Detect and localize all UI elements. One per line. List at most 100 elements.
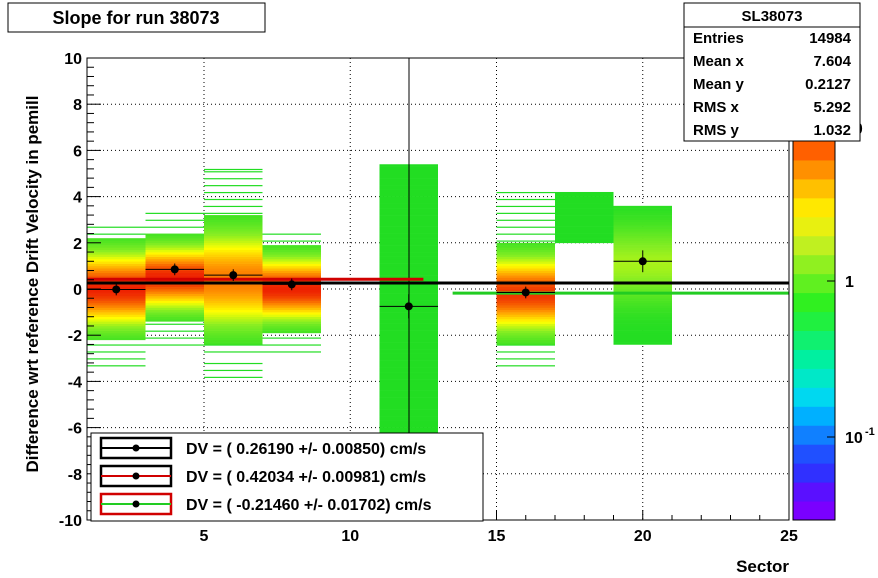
heatmap-cell (262, 254, 321, 257)
heatmap-cell (262, 245, 321, 248)
heatmap-cell (262, 293, 321, 297)
heatmap-cell (496, 337, 555, 341)
heatmap-cell (204, 342, 263, 345)
heatmap-cell (87, 323, 146, 327)
heatmap-cell (87, 240, 146, 244)
heatmap-cell (145, 330, 204, 332)
heatmap-cell (204, 265, 263, 269)
data-point (404, 302, 413, 311)
palette-band (793, 406, 835, 426)
heatmap-cell (555, 222, 614, 225)
y-tick-label: 10 (64, 51, 82, 68)
x-tick-label: 20 (634, 528, 652, 545)
heatmap-cell (204, 205, 263, 208)
heatmap-cell (262, 272, 321, 276)
heatmap-cell (496, 275, 555, 278)
heatmap-cell (496, 319, 555, 322)
heatmap-cell (204, 307, 263, 311)
z-tick-exponent: -1 (865, 426, 875, 438)
stats-label: Mean x (693, 53, 745, 70)
legend-swatch-marker (132, 500, 140, 508)
x-tick-label: 15 (488, 528, 506, 545)
heatmap-cell (87, 358, 146, 360)
heatmap-cell (145, 305, 204, 308)
heatmap-cell (555, 233, 614, 237)
heatmap-cell (204, 330, 263, 334)
heatmap-cell (555, 196, 614, 200)
data-point (287, 280, 296, 289)
heatmap-cell (145, 307, 204, 311)
stats-value: 5.292 (813, 99, 851, 116)
heatmap-column (87, 226, 146, 367)
heatmap-cell (613, 312, 672, 315)
heatmap-cell (145, 249, 204, 253)
heatmap-cell (496, 339, 555, 343)
heatmap-cell (496, 263, 555, 267)
heatmap-cell (555, 224, 614, 227)
stats-value: 1.032 (813, 122, 851, 139)
heatmap-cell (262, 270, 321, 274)
heatmap-cell (204, 222, 263, 225)
heatmap-cell (204, 263, 263, 267)
heatmap-cell (496, 305, 555, 308)
heatmap-cell (613, 235, 672, 239)
heatmap-cell (613, 325, 672, 329)
heatmap-cell (496, 219, 555, 221)
y-tick-label: -10 (59, 513, 82, 530)
heatmap-cell (262, 295, 321, 299)
heatmap-cell (613, 321, 672, 324)
heatmap-cell (87, 298, 146, 301)
heatmap-cell (613, 307, 672, 311)
heatmap-cell (204, 339, 263, 343)
heatmap-cell (496, 365, 555, 367)
heatmap-cell (87, 263, 146, 267)
heatmap-cell (204, 300, 263, 304)
heatmap-cell (204, 293, 263, 297)
heatmap-cell (262, 307, 321, 311)
color-palette: 10110-1 (792, 121, 875, 521)
heatmap-cell (262, 321, 321, 324)
heatmap-cell (262, 316, 321, 320)
heatmap-cell (204, 247, 263, 251)
heatmap-cell (613, 222, 672, 225)
heatmap-cell (496, 323, 555, 327)
heatmap-cell (262, 300, 321, 304)
heatmap-cell (204, 286, 263, 290)
heatmap-cell (613, 335, 672, 338)
heatmap-cell (87, 238, 146, 241)
stats-box: SL38073 Entries 14984 Mean x 7.604 Mean y 0.2… (683, 2, 861, 142)
heatmap-cell (613, 337, 672, 341)
data-point (170, 265, 179, 274)
palette-band (793, 444, 835, 464)
heatmap-cell (145, 233, 204, 237)
fit-lines (87, 277, 789, 295)
heatmap-cell (613, 316, 672, 320)
heatmap-cell (262, 305, 321, 308)
heatmap-cell (496, 335, 555, 338)
heatmap-cell (613, 217, 672, 220)
heatmap-cell (613, 240, 672, 244)
heatmap-cell (262, 261, 321, 264)
heatmap-cell (262, 319, 321, 322)
heatmap-cell (262, 312, 321, 315)
heatmap-cell (204, 212, 263, 214)
profile-point (496, 286, 555, 299)
heatmap-cell (87, 325, 146, 329)
heatmap-cell (496, 307, 555, 311)
heatmap-cell (145, 291, 204, 294)
heatmap-cell (204, 369, 263, 372)
heatmap-column (204, 168, 263, 378)
heatmap-cell (87, 268, 146, 271)
heatmap-cell (204, 284, 263, 287)
heatmap-cell (204, 295, 263, 299)
heatmap-cell (87, 365, 146, 367)
heatmap-cell (87, 270, 146, 274)
y-tick-label: 6 (73, 143, 82, 160)
legend-swatch-marker (132, 472, 140, 480)
stats-value: 0.2127 (805, 76, 851, 93)
palette-band (793, 482, 835, 502)
heatmap-cell (555, 194, 614, 197)
heatmap-cell (87, 319, 146, 322)
stats-label: RMS x (693, 99, 740, 116)
heatmap-cell (613, 215, 672, 218)
